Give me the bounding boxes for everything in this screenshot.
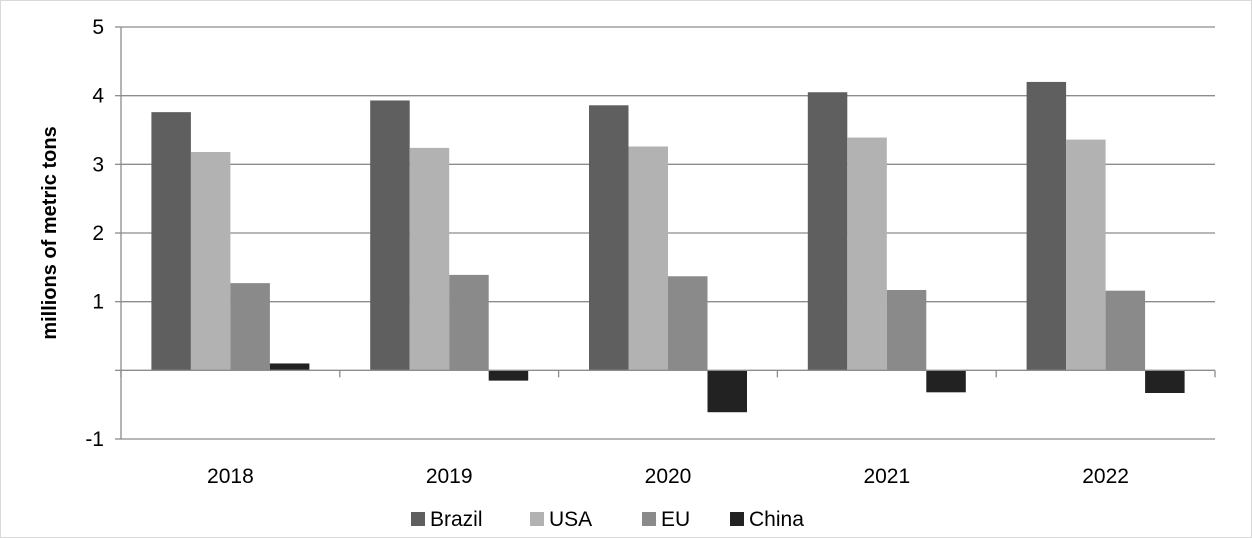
bar-brazil-2019 (370, 100, 410, 371)
bar-eu-2020 (668, 276, 708, 371)
x-tick-label: 2020 (645, 465, 692, 488)
y-tick-label: 4 (92, 85, 104, 108)
y-tick-label: 2 (92, 222, 104, 245)
legend-label-usa: USA (549, 508, 592, 531)
axes (115, 26, 1216, 440)
bar-brazil-2018 (151, 112, 191, 371)
legend-swatch-brazil (411, 512, 425, 526)
legend-swatch-china (730, 512, 744, 526)
bars (151, 81, 1185, 413)
legend: Brazil USA EU China (411, 508, 804, 531)
bar-eu-2021 (886, 289, 927, 371)
legend-swatch-eu (642, 512, 656, 526)
bar-china-2019 (488, 370, 529, 381)
bar-usa-2021 (847, 137, 887, 371)
y-tick-label: 5 (92, 16, 104, 39)
bar-brazil-2022 (1026, 81, 1067, 371)
x-tick-label: 2019 (426, 465, 473, 488)
bar-brazil-2021 (807, 92, 848, 371)
x-tick-label: 2022 (1082, 465, 1129, 488)
legend-label-eu: EU (661, 508, 690, 531)
bar-china-2021 (926, 370, 966, 393)
bar-usa-2022 (1066, 139, 1106, 371)
x-tick-label: 2018 (207, 465, 254, 488)
bar-usa-2020 (628, 146, 668, 371)
bar-eu-2022 (1105, 290, 1146, 371)
bar-china-2018 (269, 363, 310, 371)
x-tick-labels: 2018 2019 2020 2021 2022 (207, 465, 1129, 488)
x-tick-label: 2021 (863, 465, 910, 488)
bar-usa-2019 (409, 147, 450, 371)
y-tick-label: -1 (85, 428, 104, 451)
bar-china-2022 (1145, 370, 1185, 393)
bar-china-2020 (707, 370, 747, 413)
bar-eu-2019 (449, 274, 489, 371)
legend-label-brazil: Brazil (430, 508, 483, 531)
y-tick-label: 1 (92, 291, 104, 314)
bar-eu-2018 (230, 283, 270, 371)
bar-brazil-2020 (589, 105, 629, 371)
legend-swatch-usa (530, 512, 544, 526)
y-tick-labels: 5 4 3 2 1 -1 (85, 16, 104, 451)
bar-usa-2018 (190, 151, 231, 371)
legend-label-china: China (749, 508, 804, 531)
y-tick-label: 3 (92, 153, 104, 176)
y-axis-title: millions of metric tons (39, 126, 61, 339)
